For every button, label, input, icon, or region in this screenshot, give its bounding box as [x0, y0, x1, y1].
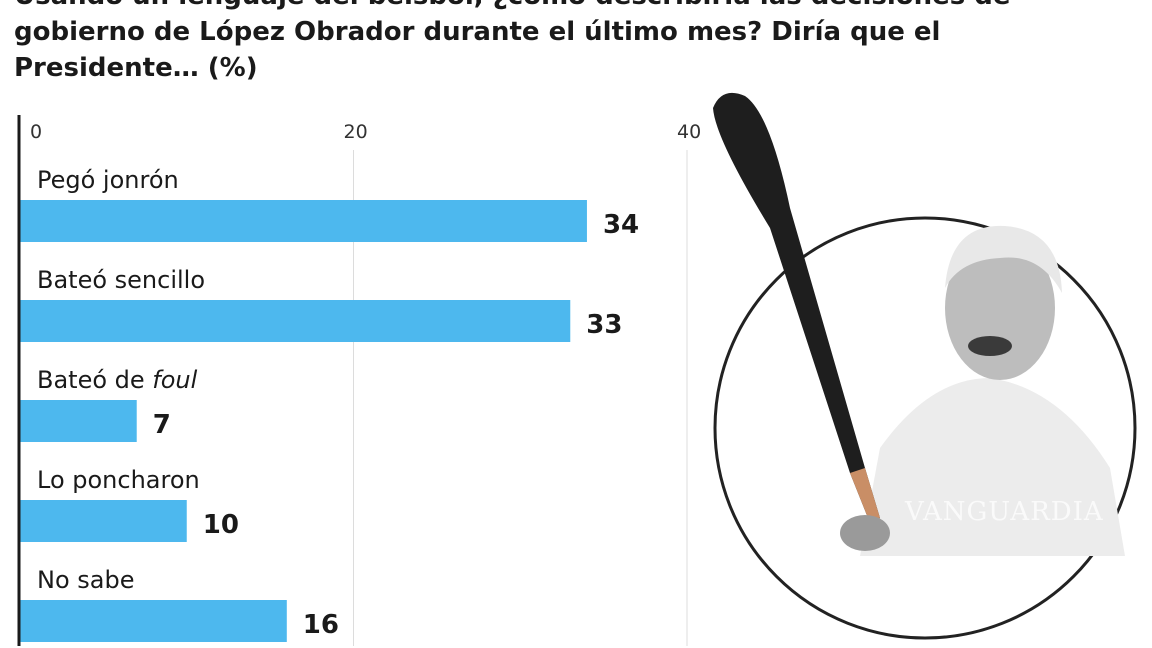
value-label: 7 [153, 410, 171, 440]
bar [20, 500, 187, 542]
figure-hair [945, 225, 1062, 293]
value-label: 10 [203, 510, 239, 540]
bat-icon [713, 92, 880, 523]
bar [20, 600, 287, 642]
bar [20, 300, 571, 342]
value-label: 33 [586, 310, 622, 340]
category-label: Lo poncharon [37, 466, 200, 494]
value-label: 34 [603, 210, 639, 240]
category-label: Bateó de foul [37, 366, 198, 394]
figure-body [860, 378, 1125, 556]
chart-title: Usando un lenguaje del beisbol, ¿cómo de… [14, 0, 1011, 83]
x-tick-label: 40 [677, 121, 701, 143]
watermark: VANGUARDIA [904, 497, 1104, 527]
figure-mouth [968, 336, 1012, 356]
x-tick-label: 0 [30, 121, 42, 143]
president-photo: VANGUARDIA [713, 92, 1137, 640]
bat-handle [850, 468, 880, 523]
figure-hand [840, 515, 890, 551]
category-label: No sabe [37, 566, 134, 594]
bar [20, 200, 587, 242]
bar [20, 400, 137, 442]
value-label: 16 [303, 610, 339, 640]
category-label: Pegó jonrón [37, 166, 179, 194]
x-tick-label: 20 [344, 121, 368, 143]
category-label: Bateó sencillo [37, 266, 205, 294]
